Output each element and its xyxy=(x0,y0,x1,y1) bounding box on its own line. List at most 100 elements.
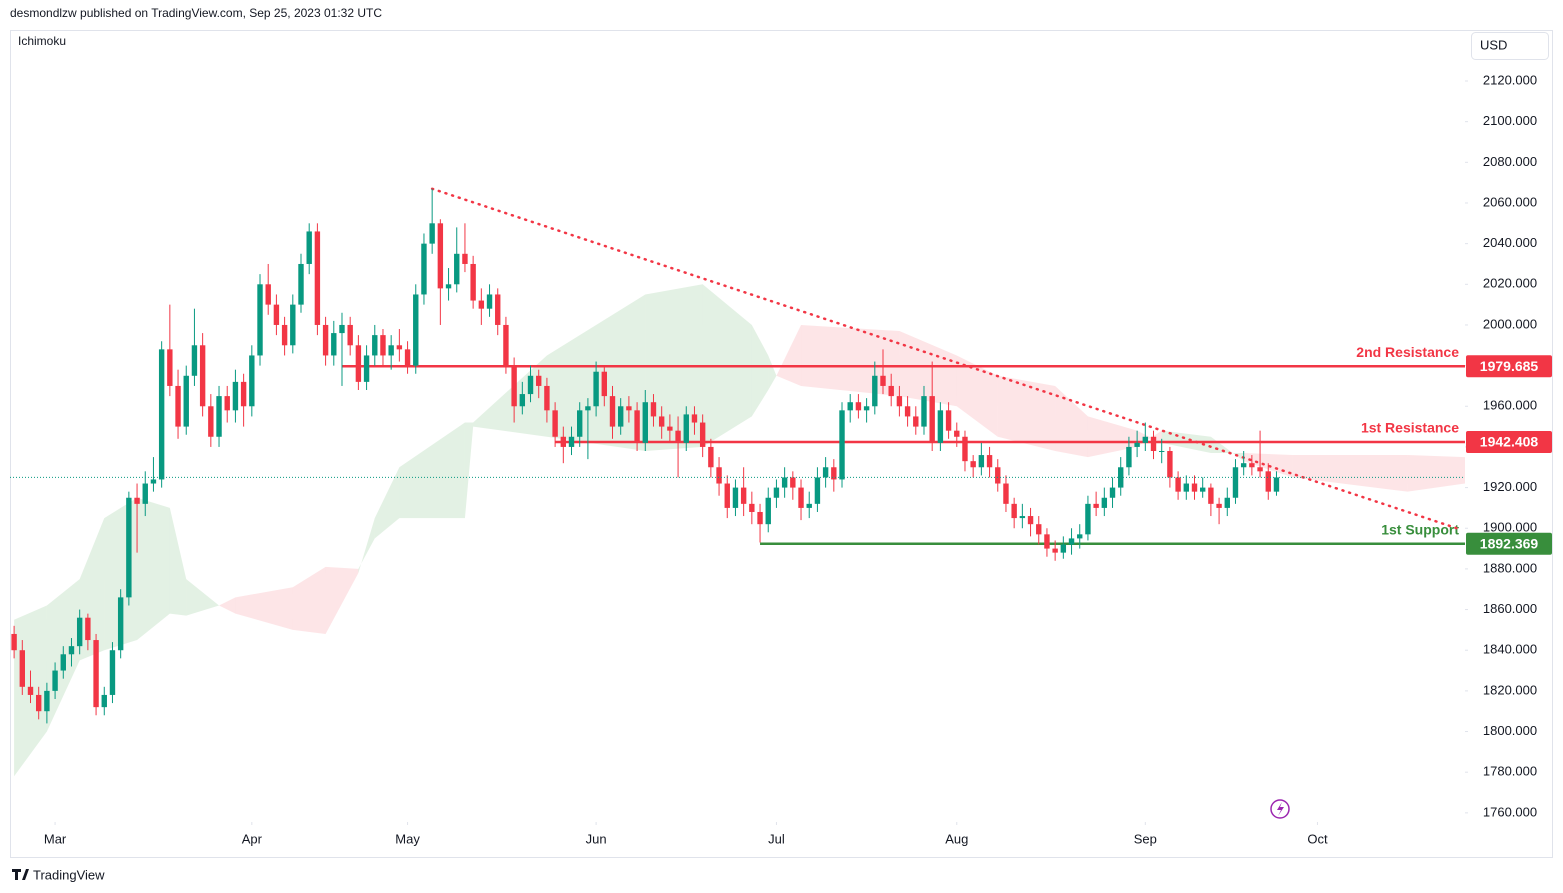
candle-body xyxy=(216,396,222,437)
y-tick-label: 2000.000 xyxy=(1483,316,1537,331)
y-tick-label: 1860.000 xyxy=(1483,601,1537,616)
level-tag-label: 1979.685 xyxy=(1480,358,1539,374)
candle-body xyxy=(1003,483,1009,504)
candle-body xyxy=(429,223,435,244)
frame xyxy=(10,30,1553,858)
candle-body xyxy=(962,436,968,462)
cloud-segment xyxy=(325,566,359,634)
candle-body xyxy=(798,487,804,508)
x-tick-label: Aug xyxy=(945,831,968,846)
y-tick-label: 1780.000 xyxy=(1483,764,1537,779)
candle-body xyxy=(732,487,739,508)
candle-body xyxy=(257,284,263,356)
cloud-segment xyxy=(374,467,400,539)
candle-body xyxy=(1199,487,1206,492)
candle-body xyxy=(1159,450,1165,452)
candle-body xyxy=(1101,497,1108,508)
cloud-segment xyxy=(776,324,802,386)
cloud-segment xyxy=(956,355,998,437)
candle-body xyxy=(585,406,591,411)
candle-body xyxy=(1142,436,1149,443)
candle-body xyxy=(642,402,648,443)
header: desmondlzw published on TradingView.com,… xyxy=(10,6,382,20)
cloud-segment xyxy=(358,518,375,573)
candle-body xyxy=(265,284,271,305)
candle-body xyxy=(208,406,214,437)
cloud-segment xyxy=(292,566,326,634)
y-tick-label: 1800.000 xyxy=(1483,723,1537,738)
cloud-segment xyxy=(186,579,220,616)
candle-body xyxy=(699,422,706,447)
candle-body xyxy=(872,375,878,407)
level-name: 1st Resistance xyxy=(1361,420,1459,436)
candle-body xyxy=(199,345,206,407)
candle-body xyxy=(462,253,468,264)
currency-box xyxy=(1471,32,1549,60)
candle-body xyxy=(995,467,1001,484)
y-tick-label: 1880.000 xyxy=(1483,560,1537,575)
candle-body xyxy=(1224,497,1230,508)
candle-body xyxy=(109,650,116,695)
candle-body xyxy=(380,335,386,356)
candle-body xyxy=(445,284,452,289)
candle-body xyxy=(1175,477,1181,492)
candle-body xyxy=(527,375,534,395)
cloud-segment xyxy=(751,324,769,417)
candle-body xyxy=(306,231,312,264)
level-name: 1st Support xyxy=(1381,521,1459,537)
candle-body xyxy=(945,410,952,431)
x-tick-label: Sep xyxy=(1134,831,1157,846)
candle-body xyxy=(1208,487,1214,504)
candle-body xyxy=(536,375,542,386)
candle-body xyxy=(60,654,66,671)
y-tick-label: 2080.000 xyxy=(1483,154,1537,169)
candle-body xyxy=(273,304,280,325)
candle-body xyxy=(773,487,780,498)
candle-body xyxy=(503,324,509,366)
candle-body xyxy=(27,686,34,695)
candle-body xyxy=(1044,534,1050,549)
candle-body xyxy=(544,385,550,411)
candle-body xyxy=(1126,446,1132,468)
y-tick-label: 1920.000 xyxy=(1483,479,1537,494)
cloud-segment xyxy=(1407,455,1465,492)
candle-body xyxy=(814,477,821,504)
cloud-segment xyxy=(645,284,703,451)
candle-body xyxy=(740,487,747,504)
cloud-segment xyxy=(235,587,293,630)
candle-body xyxy=(1273,477,1280,492)
candle-body xyxy=(167,349,173,386)
candle-body xyxy=(396,345,403,350)
candle-body xyxy=(495,294,501,325)
level-tag xyxy=(1466,355,1552,378)
candle-body xyxy=(609,396,616,427)
candle-body xyxy=(1060,544,1067,553)
candle-body xyxy=(831,467,837,480)
y-tick-label: 2020.000 xyxy=(1483,276,1537,291)
candle-body xyxy=(560,436,567,447)
candle-body xyxy=(331,333,337,356)
candle-body xyxy=(1249,463,1255,468)
candle-body xyxy=(68,646,75,655)
candle-body xyxy=(1068,538,1075,545)
candle-body xyxy=(372,335,378,356)
candle-body xyxy=(658,416,665,427)
candle-body xyxy=(790,477,796,488)
candle-body xyxy=(281,324,288,346)
candle-body xyxy=(929,396,935,443)
candle-body xyxy=(577,410,583,437)
y-tick-label: 2120.000 xyxy=(1483,72,1537,87)
candle-body xyxy=(314,231,321,325)
candle-body xyxy=(240,381,247,407)
cloud-segment xyxy=(1055,385,1088,458)
candle-body xyxy=(675,430,681,443)
candle-body xyxy=(855,402,862,411)
candle-body xyxy=(724,483,730,508)
candle-body xyxy=(568,436,575,447)
candle-body xyxy=(347,324,353,346)
candle-body xyxy=(85,617,91,641)
candle-body xyxy=(511,365,517,407)
